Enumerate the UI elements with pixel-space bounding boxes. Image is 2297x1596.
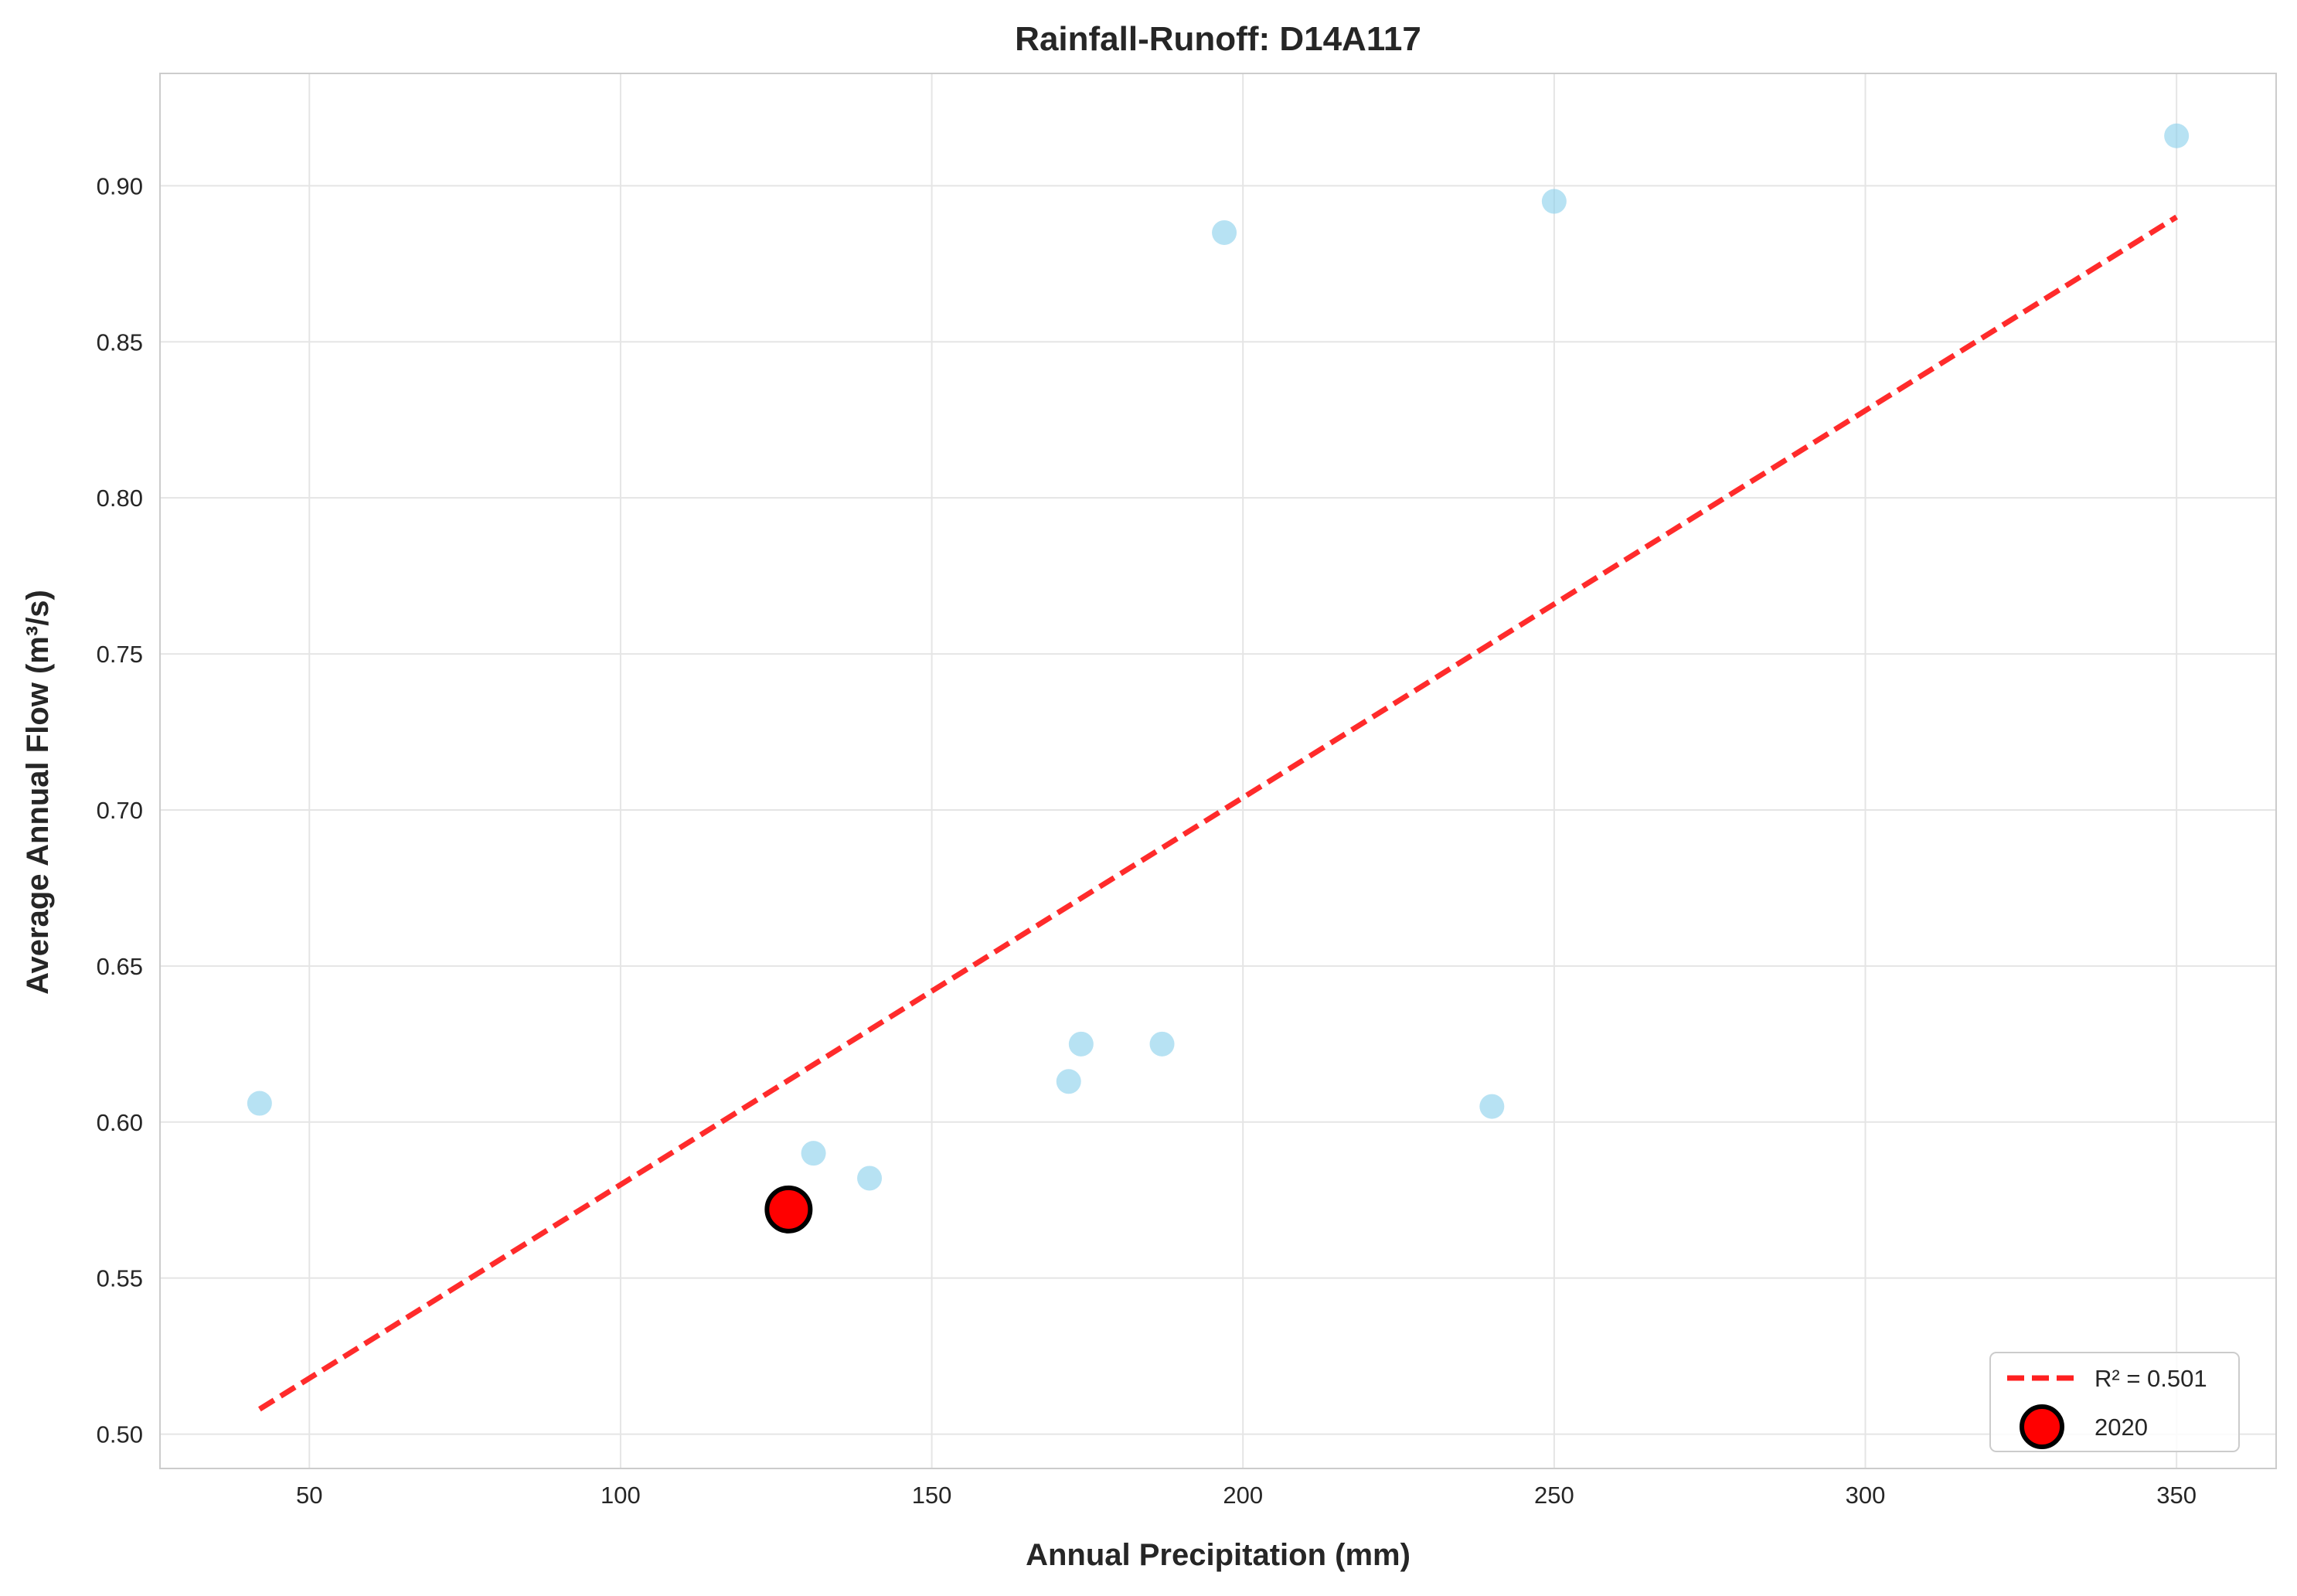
grid [160,73,2276,1468]
y-tick-label: 0.50 [97,1421,143,1448]
y-tick-label: 0.90 [97,172,143,199]
x-tick-label: 300 [1846,1482,1886,1509]
data-point [1056,1069,1081,1094]
y-axis-label: Average Annual Flow (m³/s) [21,590,55,995]
x-tick-label: 100 [601,1482,641,1509]
data-point [1068,1031,1094,1057]
x-tick-label: 200 [1223,1482,1263,1509]
legend: R² = 0.501 2020 [1989,1352,2240,1452]
data-point [1212,219,1237,245]
data-point [857,1166,883,1191]
data-point [2164,123,2190,148]
y-axis-ticks: 0.50 0.55 0.60 0.65 0.70 0.75 0.80 0.85 0.90 [97,172,143,1448]
x-axis-label: Annual Precipitation (mm) [1026,1538,1411,1572]
data-point [1541,189,1567,214]
y-tick-label: 0.70 [97,797,143,824]
x-tick-label: 150 [912,1482,952,1509]
legend-trendline-label: R² = 0.501 [2095,1365,2207,1392]
y-tick-label: 0.65 [97,953,143,980]
y-tick-label: 0.55 [97,1265,143,1292]
y-tick-label: 0.85 [97,328,143,356]
x-tick-label: 250 [1534,1482,1574,1509]
y-tick-label: 0.75 [97,641,143,668]
x-tick-label: 50 [296,1482,322,1509]
highlight-group [764,1185,813,1234]
y-tick-label: 0.80 [97,485,143,512]
trendline [257,214,2179,1412]
data-point [247,1091,272,1116]
highlight-point [764,1185,813,1234]
x-tick-label: 350 [2156,1482,2197,1509]
legend-highlight-swatch [2020,1404,2064,1449]
data-point [1479,1094,1505,1119]
x-axis-ticks: 50 100 150 200 250 300 350 [296,1482,2197,1509]
plot-frame [159,73,2277,1469]
trendline-group [257,214,2179,1412]
y-tick-label: 0.60 [97,1109,143,1136]
chart-title: Rainfall-Runoff: D14A117 [1015,20,1421,58]
data-point [801,1141,826,1166]
data-points [247,123,2190,1191]
legend-highlight-label: 2020 [2095,1414,2148,1441]
data-point [1149,1031,1175,1057]
